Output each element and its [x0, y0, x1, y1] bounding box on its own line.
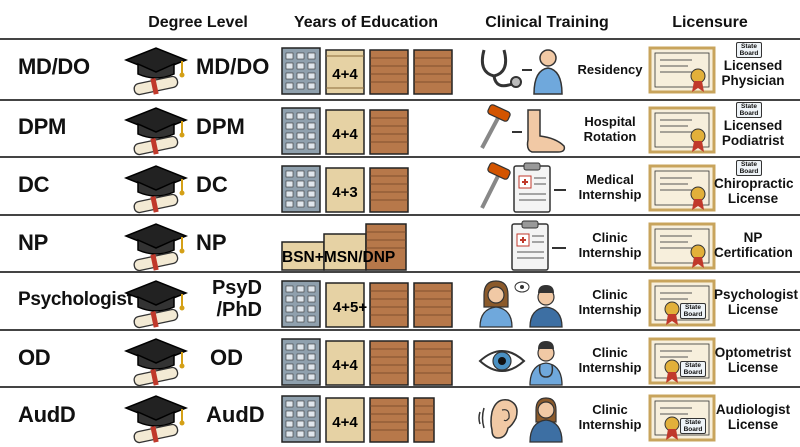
training-label: Clinic Internship [578, 402, 642, 432]
license-label: Optometrist License [714, 345, 792, 375]
crate-icon [325, 49, 365, 95]
building-icon [281, 165, 321, 213]
eye-doctor-icon [478, 341, 563, 386]
years-of-education-icons: 4+4 [281, 395, 435, 443]
years-of-education-icons: 4+3 [281, 165, 409, 213]
training-label: Medical Internship [578, 172, 642, 202]
degree-label: DPM [196, 114, 245, 139]
years-text: 4+4 [332, 66, 358, 83]
header-years-of-education: Years of Education [293, 14, 439, 31]
graduation-cap-icon [123, 165, 189, 214]
profession-label: NP [18, 230, 48, 255]
years-of-education-icons: 4+4 [281, 107, 409, 155]
table-row-audd: AudD AudD 4+4 [8, 388, 792, 446]
stethoscope-doctor-icon [480, 49, 563, 95]
header-licensure: Licensure [672, 14, 748, 31]
years-text: 4+3 [332, 184, 357, 201]
license-label: Licensed Physician [721, 58, 785, 88]
building-icon [281, 107, 321, 155]
graduation-cap-icon [123, 280, 189, 329]
years-of-education-icons: 4+4 [281, 338, 453, 386]
license-label: NP Certification [714, 230, 793, 260]
state-board-badge: State Board [736, 42, 762, 58]
profession-label: DC [18, 172, 50, 197]
crate-icon [325, 167, 365, 213]
row-divider [0, 38, 800, 40]
years-text: BSN+MSN/DNP [282, 249, 395, 266]
degree-label: AudD [206, 402, 265, 427]
certificate-icon [648, 164, 716, 212]
years-text: 4+5+ [333, 299, 367, 316]
reflex-hammer-foot-icon [480, 104, 566, 153]
certificate-icon [648, 222, 716, 270]
graduation-cap-icon [123, 47, 189, 96]
years-text: 4+4 [332, 357, 358, 374]
crate-icon [325, 340, 365, 386]
crate-icon [325, 282, 365, 328]
profession-label: AudD [18, 402, 76, 427]
training-label: Clinic Internship [578, 287, 642, 317]
row-divider [0, 329, 800, 331]
degree-label: NP [196, 230, 227, 255]
building-icon [281, 395, 321, 443]
degree-label: OD [210, 345, 243, 370]
clipboard-icon [511, 220, 566, 271]
building-icon [281, 338, 321, 386]
state-board-badge: State Board [680, 303, 706, 319]
table-row-psychologist: Psychologist PsyD /PhD 4+5+ [8, 273, 799, 331]
row-divider [0, 99, 800, 101]
state-board-badge: State Board [680, 418, 706, 434]
table-row-md-do: MD/DO MD/DO 4+4 [8, 40, 792, 98]
years-of-education-icons: BSN+MSN/DNP [281, 223, 407, 271]
graduation-cap-icon [123, 338, 189, 387]
degree-label: DC [196, 172, 228, 197]
years-of-education-icons: 4+5+ [281, 280, 453, 328]
license-label: Psychologist License [714, 287, 799, 317]
crate-icon [325, 109, 365, 155]
table-row-np: NP NP BSN+MSN/DNP Clinic Internship NP C… [8, 216, 793, 274]
profession-label: Psychologist [18, 289, 133, 310]
table-row-dc: DC DC 4+3 Medical Inte [8, 158, 794, 216]
row-divider [0, 156, 800, 158]
license-label: Chiropractic License [714, 176, 794, 206]
profession-label: DPM [18, 114, 66, 139]
state-board-badge: State Board [680, 361, 706, 377]
degree-label: MD/DO [196, 54, 270, 79]
row-divider [0, 271, 800, 273]
header-degree-level: Degree Level [148, 14, 248, 31]
years-text: 4+4 [332, 414, 358, 431]
reflex-hammer-clipboard-icon [480, 162, 566, 213]
years-of-education-icons: 4+4 [281, 47, 453, 95]
training-label: Hospital Rotation [583, 114, 637, 144]
training-label: Residency [577, 62, 643, 77]
license-label: Audiologist License [715, 402, 791, 432]
building-icon [281, 280, 321, 328]
training-label: Clinic Internship [578, 230, 642, 260]
graduation-cap-icon [123, 395, 189, 444]
profession-label: OD [18, 345, 51, 370]
crate-icon [281, 241, 325, 271]
profession-label: MD/DO [18, 54, 90, 79]
training-label: Clinic Internship [578, 345, 642, 375]
table-row-od: OD OD 4+4 [8, 331, 792, 389]
state-board-badge: State Board [736, 160, 762, 176]
counseling-people-icon [479, 280, 563, 328]
crate-icon [325, 397, 365, 443]
degree-label: PsyD /PhD [211, 277, 262, 321]
table-row-dpm: DPM DPM 4+4 Hospital Rotation [8, 100, 792, 158]
row-divider [0, 386, 800, 388]
row-divider [0, 214, 800, 216]
certificate-icon [648, 106, 716, 154]
certificate-icon [648, 46, 716, 94]
graduation-cap-icon [123, 107, 189, 156]
graduation-cap-icon [123, 223, 189, 272]
license-label: Licensed Podiatrist [721, 118, 785, 148]
years-text: 4+4 [332, 126, 358, 143]
header-clinical-training: Clinical Training [485, 14, 609, 31]
state-board-badge: State Board [736, 102, 762, 118]
ear-audiologist-icon [478, 397, 563, 443]
building-icon [281, 47, 321, 95]
